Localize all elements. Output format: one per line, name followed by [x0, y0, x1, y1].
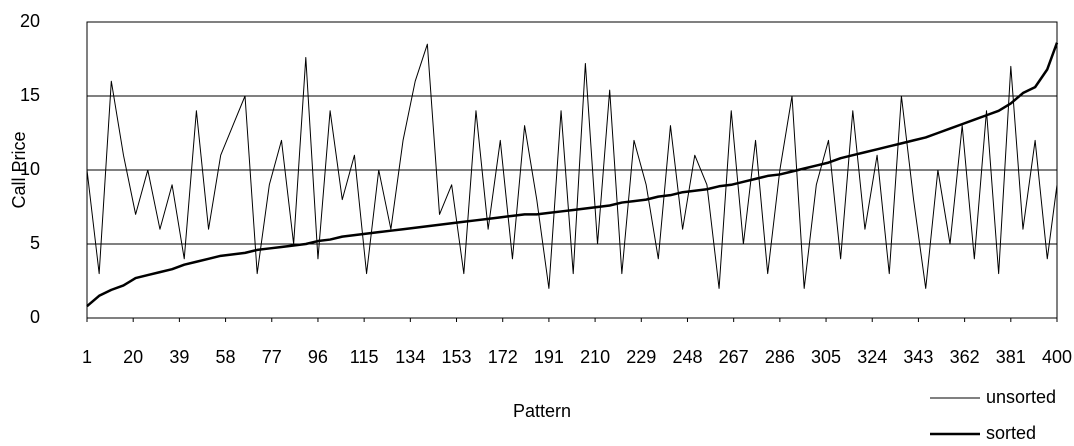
x-tick-label: 229 — [626, 347, 656, 367]
x-tick-label: 134 — [395, 347, 425, 367]
x-tick-label: 362 — [950, 347, 980, 367]
x-tick-label: 400 — [1042, 347, 1072, 367]
y-axis-label: Call Price — [9, 131, 29, 208]
x-tick-label: 305 — [811, 347, 841, 367]
x-tick-label: 58 — [216, 347, 236, 367]
x-tick-label: 153 — [442, 347, 472, 367]
series-line — [86, 43, 1058, 289]
x-tick-label: 172 — [488, 347, 518, 367]
y-tick-label: 5 — [30, 233, 40, 253]
x-axis-label: Pattern — [513, 401, 571, 421]
x-tick-label: 324 — [857, 347, 887, 367]
x-tick-label: 96 — [308, 347, 328, 367]
x-tick-label: 20 — [123, 347, 143, 367]
y-tick-label: 10 — [20, 159, 40, 179]
legend-label: unsorted — [986, 387, 1056, 407]
legend-label: sorted — [986, 423, 1036, 443]
x-tick-label: 210 — [580, 347, 610, 367]
y-tick-label: 0 — [30, 307, 40, 327]
x-tick-label: 39 — [169, 347, 189, 367]
x-tick-label: 77 — [262, 347, 282, 367]
x-tick-label: 1 — [82, 347, 92, 367]
series-line — [86, 42, 1059, 308]
x-tick-label: 267 — [719, 347, 749, 367]
x-tick-label: 286 — [765, 347, 795, 367]
x-tick-label: 343 — [903, 347, 933, 367]
x-tick-label: 381 — [996, 347, 1026, 367]
y-tick-label: 15 — [20, 85, 40, 105]
x-tick-label: 191 — [534, 347, 564, 367]
x-tick-label: 248 — [672, 347, 702, 367]
x-tick-label: 115 — [350, 347, 379, 367]
y-tick-label: 20 — [20, 11, 40, 31]
